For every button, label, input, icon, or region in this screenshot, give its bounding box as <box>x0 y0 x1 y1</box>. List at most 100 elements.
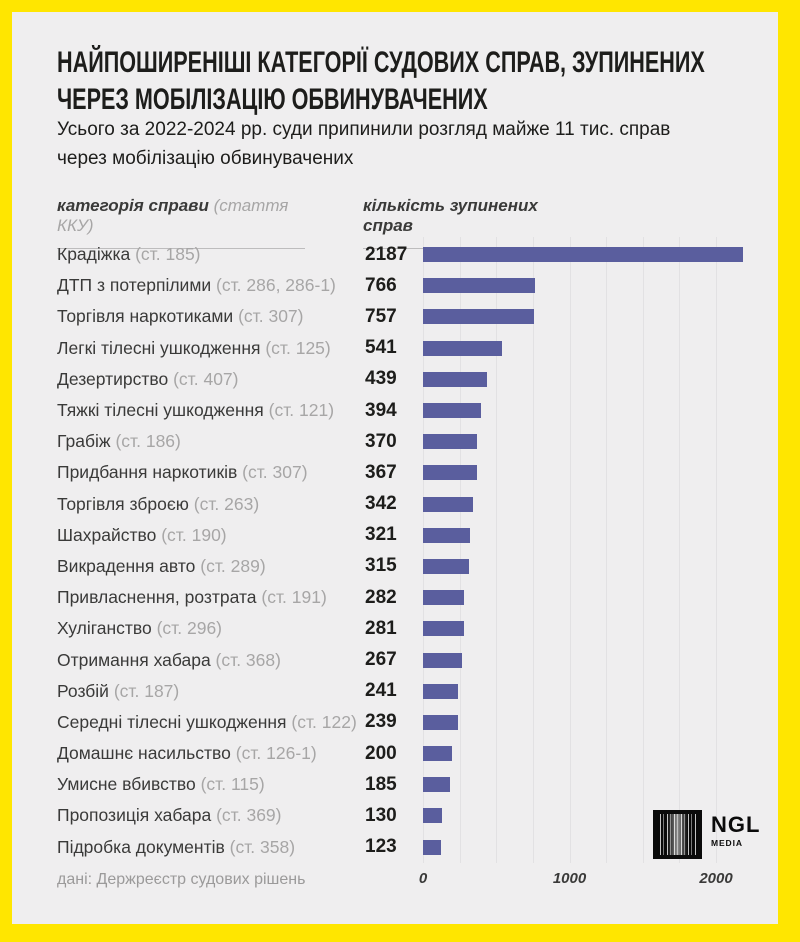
table-row: Дезертирство (ст. 407) 439 <box>12 364 778 395</box>
table-row: Тяжкі тілесні ушкодження (ст. 121) 394 <box>12 395 778 426</box>
x-axis-tick-label: 0 <box>418 870 428 887</box>
row-value: 123 <box>365 836 397 858</box>
row-value: 541 <box>365 337 397 359</box>
ngl-logo-text: NGL MEDIA <box>711 814 760 849</box>
article-ref: (ст. 307) <box>238 306 304 327</box>
article-ref: (ст. 191) <box>261 587 327 608</box>
row-value: 766 <box>365 274 397 296</box>
category-name: Торгівля наркотиками <box>57 306 239 327</box>
bar-track <box>423 496 760 512</box>
bar-track <box>423 558 760 574</box>
gridline <box>459 237 461 863</box>
table-row: Середні тілесні ушкодження (ст. 122) 239 <box>12 707 778 738</box>
table-row: Торгівля наркотиками (ст. 307) 757 <box>12 301 778 332</box>
row-category-label: Привласнення, розтрата (ст. 191) <box>57 587 365 608</box>
gridline <box>679 237 681 863</box>
table-row: Підробка документів (ст. 358) 123 <box>12 832 778 863</box>
table-row: Шахрайство (ст. 190) 321 <box>12 520 778 551</box>
bar-track <box>423 340 760 356</box>
row-category-label: Грабіж (ст. 186) <box>57 431 365 452</box>
category-name: Придбання наркотиків <box>57 462 243 483</box>
bar-track <box>423 777 760 793</box>
row-value: 281 <box>365 617 397 639</box>
value-bar <box>423 434 478 450</box>
value-bar <box>423 590 465 606</box>
value-bar <box>423 621 465 637</box>
row-category-label: Торгівля наркотиками (ст. 307) <box>57 306 365 327</box>
bar-track <box>423 590 760 606</box>
infographic-card: НАЙПОШИРЕНІШІ КАТЕГОРІЇ СУДОВИХ СПРАВ, З… <box>12 12 778 924</box>
category-name: Привласнення, розтрата <box>57 587 262 608</box>
row-category-label: Хуліганство (ст. 296) <box>57 618 365 639</box>
category-name: Домашнє насильство <box>57 743 236 764</box>
article-ref: (ст. 286, 286-1) <box>216 275 336 296</box>
row-value: 321 <box>365 524 397 546</box>
row-value: 342 <box>365 493 397 515</box>
value-bar <box>423 371 488 387</box>
article-ref: (ст. 263) <box>193 493 260 514</box>
bar-track <box>423 371 760 387</box>
category-name: Викрадення авто <box>57 555 201 576</box>
article-ref: (ст. 369) <box>216 805 282 826</box>
category-name: Отримання хабара <box>57 649 216 670</box>
category-name: Хуліганство <box>57 618 157 639</box>
column-header-article-label: (стаття ККУ) <box>57 196 289 235</box>
row-category-label: Отримання хабара (ст. 368) <box>57 650 365 671</box>
row-category-label: Пропозиція хабара (ст. 369) <box>57 805 365 826</box>
article-ref: (ст. 368) <box>215 649 281 670</box>
table-row: Отримання хабара (ст. 368) 267 <box>12 644 778 675</box>
row-value: 267 <box>365 649 397 671</box>
bar-track <box>423 465 760 481</box>
table-row: Розбій (ст. 187) 241 <box>12 676 778 707</box>
bar-track <box>423 683 760 699</box>
x-axis-tick-label: 1000 <box>552 870 587 887</box>
bar-track <box>423 714 760 730</box>
article-ref: (ст. 122) <box>291 711 357 732</box>
value-bar <box>423 465 477 481</box>
value-bar <box>423 652 463 668</box>
bar-track <box>423 434 760 450</box>
logo-subname: MEDIA <box>711 838 743 848</box>
article-ref: (ст. 115) <box>200 774 265 795</box>
chart-rows: Крадіжка (ст. 185) 2187 ДТП з потерпілими … <box>12 239 778 863</box>
article-ref: (ст. 289) <box>200 555 266 576</box>
article-ref: (ст. 186) <box>115 431 181 452</box>
row-value: 239 <box>365 711 397 733</box>
article-ref: (ст. 185) <box>135 244 201 265</box>
row-category-label: Тяжкі тілесні ушкодження (ст. 121) <box>57 400 365 421</box>
bar-track <box>423 808 760 824</box>
row-category-label: Дезертирство (ст. 407) <box>57 369 365 390</box>
value-bar <box>423 403 481 419</box>
row-value: 185 <box>365 773 397 795</box>
category-name: Тяжкі тілесні ушкодження <box>57 400 269 421</box>
gridline <box>532 237 534 863</box>
row-value: 241 <box>365 680 397 702</box>
row-category-label: Придбання наркотиків (ст. 307) <box>57 462 365 483</box>
row-value: 2187 <box>365 243 408 265</box>
bar-track <box>423 527 760 543</box>
table-row: Торгівля зброєю (ст. 263) 342 <box>12 489 778 520</box>
gridline <box>606 237 608 863</box>
category-name: Розбій <box>57 680 114 701</box>
row-value: 370 <box>365 430 397 452</box>
category-name: Середні тілесні ушкодження <box>57 711 292 732</box>
row-category-label: ДТП з потерпілими (ст. 286, 286-1) <box>57 275 365 296</box>
row-category-label: Середні тілесні ушкодження (ст. 122) <box>57 712 365 733</box>
value-bar <box>423 808 442 824</box>
table-row: Крадіжка (ст. 185) 2187 <box>12 239 778 270</box>
value-bar <box>423 683 459 699</box>
row-value: 367 <box>365 461 397 483</box>
x-axis-tick-label: 2000 <box>699 870 733 887</box>
category-name: Дезертирство <box>57 368 174 389</box>
page-title: НАЙПОШИРЕНІШІ КАТЕГОРІЇ СУДОВИХ СПРАВ, З… <box>57 46 705 117</box>
table-row: Придбання наркотиків (ст. 307) 367 <box>12 457 778 488</box>
row-category-label: Викрадення авто (ст. 289) <box>57 556 365 577</box>
value-bar <box>423 714 458 730</box>
category-name: Грабіж <box>57 431 116 452</box>
category-name: ДТП з потерпілими <box>57 275 216 296</box>
article-ref: (ст. 296) <box>156 618 223 639</box>
value-bar <box>423 839 441 855</box>
row-category-label: Умисне вбивство (ст. 115) <box>57 774 365 795</box>
value-bar <box>423 527 470 543</box>
